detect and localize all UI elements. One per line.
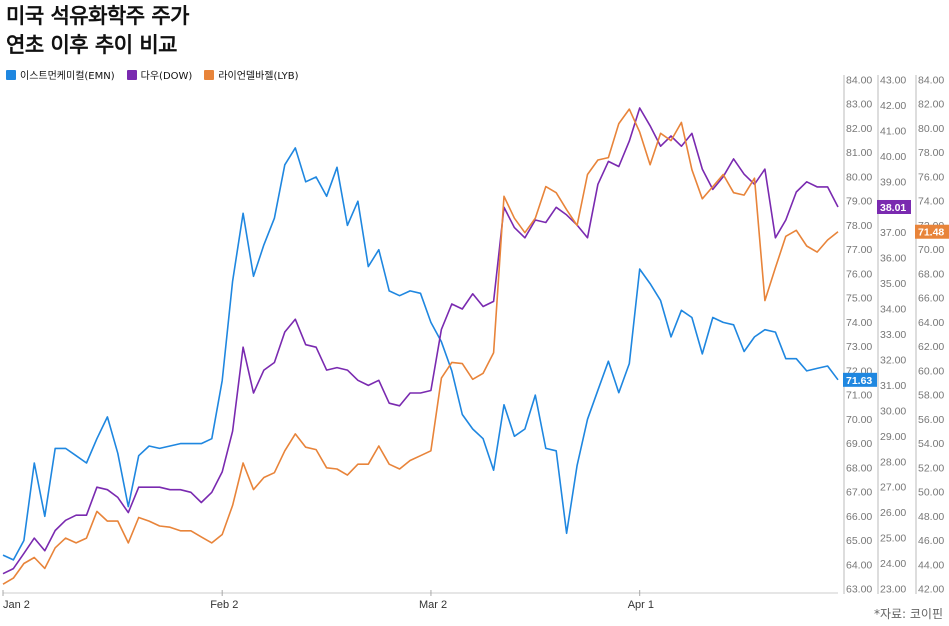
tick-label-emn: 80.00	[846, 171, 872, 183]
tick-label-emn: 65.00	[846, 535, 872, 547]
tick-label-emn: 79.00	[846, 196, 872, 208]
tick-label-dow: 33.00	[880, 329, 906, 341]
tick-label-dow: 24.00	[880, 558, 906, 570]
tick-label-emn: 64.00	[846, 559, 872, 571]
last-value-badge-emn	[843, 372, 877, 387]
tick-label-emn: 69.00	[846, 438, 872, 450]
last-value-label-lyb: 71.48	[918, 227, 944, 239]
tick-label-lyb: 80.00	[918, 123, 944, 135]
tick-label-emn: 63.00	[846, 584, 872, 596]
last-value-badge-lyb	[915, 224, 949, 239]
x-tick-label: Mar 2	[419, 599, 447, 611]
legend-label-dow: 다우(DOW)	[140, 71, 193, 82]
tick-label-dow: 32.00	[880, 354, 906, 366]
tick-label-emn: 84.00	[846, 75, 872, 87]
source-note: *자료: 코이핀	[873, 607, 943, 621]
title-line-2: 연초 이후 추이 비교	[6, 33, 178, 57]
series-line-emn	[2, 147, 839, 561]
tick-label-emn: 71.00	[846, 390, 872, 402]
tick-label-lyb: 84.00	[918, 75, 944, 87]
tick-label-lyb: 74.00	[918, 196, 944, 208]
tick-label-lyb: 58.00	[918, 390, 944, 402]
legend-item-dow: 다우(DOW)	[126, 67, 193, 82]
tick-label-dow: 43.00	[880, 75, 906, 87]
tick-label-emn: 76.00	[846, 268, 872, 280]
tick-label-dow: 42.00	[880, 100, 906, 112]
tick-label-emn: 70.00	[846, 414, 872, 426]
tick-label-dow: 35.00	[880, 278, 906, 290]
tick-label-dow: 27.00	[880, 482, 906, 494]
x-tick-label: Feb 2	[210, 599, 238, 611]
tick-label-lyb: 62.00	[918, 341, 944, 353]
title-line-1: 미국 석유화학주 주가	[6, 4, 190, 28]
tick-label-dow: 25.00	[880, 533, 906, 545]
chart-title: 미국 석유화학주 주가 연초 이후 추이 비교	[6, 2, 190, 60]
legend-swatch-emn	[6, 69, 16, 80]
series-line-lyb	[2, 108, 839, 585]
tick-label-lyb: 48.00	[918, 511, 944, 523]
series-line-dow	[2, 107, 839, 575]
tick-label-emn: 66.00	[846, 511, 872, 523]
tick-label-dow: 31.00	[880, 380, 906, 392]
last-value-label-emn: 71.63	[846, 375, 872, 387]
legend-label-emn: 이스트먼케미컬(EMN)	[20, 71, 115, 82]
tick-label-lyb: 46.00	[918, 535, 944, 547]
tick-label-emn: 73.00	[846, 341, 872, 353]
tick-label-dow: 28.00	[880, 456, 906, 468]
tick-label-dow: 40.00	[880, 151, 906, 163]
legend: 이스트먼케미컬(EMN) 다우(DOW) 라이언델바젤(LYB)	[6, 67, 299, 82]
tick-label-lyb: 68.00	[918, 268, 944, 280]
tick-label-emn: 83.00	[846, 99, 872, 111]
tick-label-lyb: 70.00	[918, 244, 944, 256]
tick-label-lyb: 54.00	[918, 438, 944, 450]
legend-swatch-lyb	[204, 69, 215, 80]
tick-label-dow: 39.00	[880, 176, 906, 188]
tick-label-lyb: 64.00	[918, 317, 944, 329]
legend-swatch-dow	[126, 69, 137, 80]
tick-label-lyb: 56.00	[918, 414, 944, 426]
tick-label-dow: 23.00	[880, 584, 906, 596]
tick-label-emn: 67.00	[846, 487, 872, 499]
tick-label-dow: 29.00	[880, 431, 906, 443]
tick-label-lyb: 60.00	[918, 365, 944, 377]
tick-label-lyb: 42.00	[918, 584, 944, 596]
tick-label-emn: 82.00	[846, 123, 872, 135]
legend-item-lyb: 라이언델바젤(LYB)	[204, 67, 299, 82]
tick-label-emn: 81.00	[846, 147, 872, 159]
tick-label-lyb: 76.00	[918, 171, 944, 183]
tick-label-dow: 37.00	[880, 227, 906, 239]
tick-label-dow: 41.00	[880, 125, 906, 137]
tick-label-lyb: 44.00	[918, 559, 944, 571]
last-value-badge-dow	[877, 199, 911, 214]
tick-label-emn: 68.00	[846, 462, 872, 474]
last-value-label-dow: 38.01	[880, 202, 906, 214]
tick-label-lyb: 50.00	[918, 487, 944, 499]
tick-label-dow: 30.00	[880, 405, 906, 417]
legend-item-emn: 이스트먼케미컬(EMN)	[6, 67, 115, 82]
tick-label-lyb: 66.00	[918, 293, 944, 305]
tick-label-lyb: 52.00	[918, 462, 944, 474]
tick-label-emn: 78.00	[846, 220, 872, 232]
tick-label-dow: 36.00	[880, 253, 906, 265]
tick-label-emn: 74.00	[846, 317, 872, 329]
tick-label-dow: 34.00	[880, 304, 906, 316]
tick-label-emn: 75.00	[846, 293, 872, 305]
tick-label-emn: 77.00	[846, 244, 872, 256]
x-tick-label: Jan 2	[3, 599, 30, 611]
tick-label-lyb: 78.00	[918, 147, 944, 159]
x-tick-label: Apr 1	[628, 599, 654, 611]
legend-label-lyb: 라이언델바젤(LYB)	[218, 71, 299, 82]
tick-label-dow: 26.00	[880, 507, 906, 519]
tick-label-lyb: 82.00	[918, 99, 944, 111]
